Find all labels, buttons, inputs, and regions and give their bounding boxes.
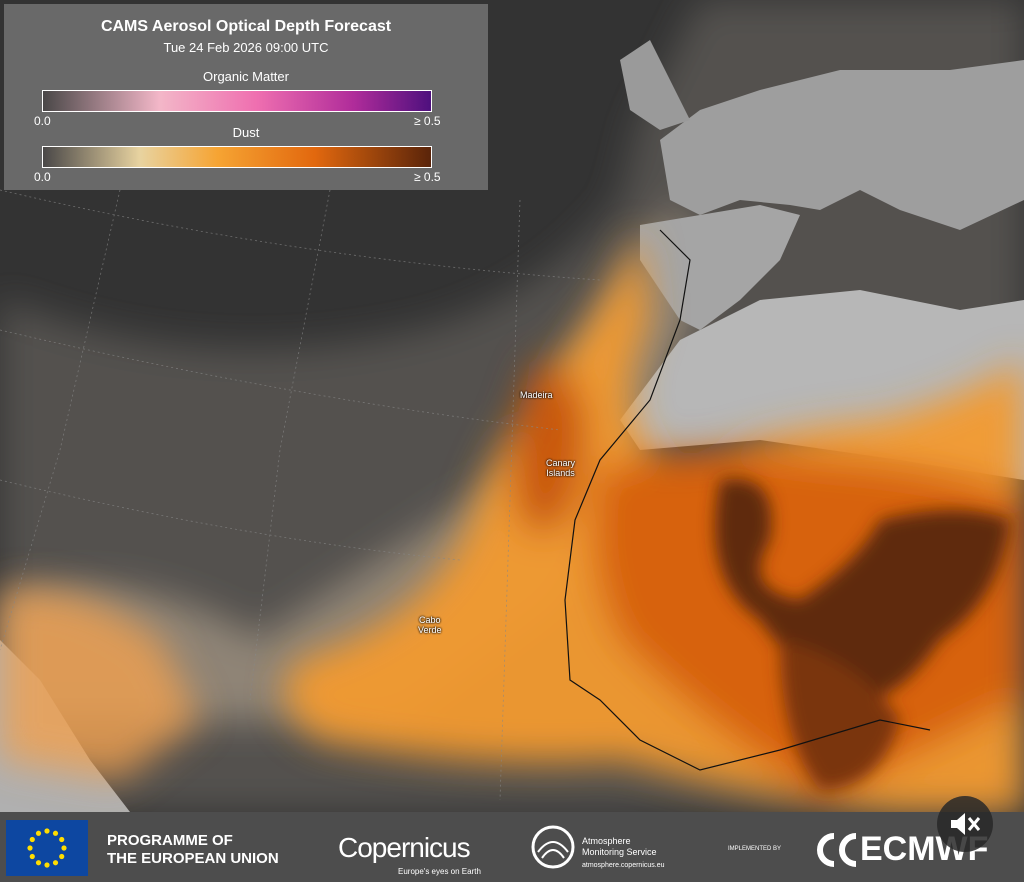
eu-star [61,845,67,851]
cams-line: Atmosphere [582,836,631,846]
legend-title: CAMS Aerosol Optical Depth Forecast [100,18,392,35]
eu-star [29,853,35,860]
map-label-line: Madeira [520,390,553,400]
map-label: Madeira [520,390,553,400]
eu-star [59,836,65,843]
cams-url: atmosphere.copernicus.eu [582,862,665,869]
legend: CAMS Aerosol Optical Depth Forecast Tue … [4,4,488,190]
eu-star [44,828,50,834]
map-label: Canary Islands [546,458,575,478]
cams-line: Monitoring Service [582,847,657,857]
graticule [0,189,601,801]
eu-star [35,830,42,836]
eu-line: THE EUROPEAN UNION [107,850,279,867]
mute-button[interactable] [937,796,993,852]
eu-star [52,830,59,836]
eu-star [35,860,42,866]
colorbar [42,90,432,112]
eu-star [52,860,59,866]
eu-star [27,845,33,851]
eu-star [59,853,65,860]
scale-min: 0.0 [34,114,51,128]
ecmwf-mark [817,833,857,867]
coastline [564,229,931,771]
implemented-by: IMPLEMENTED BY [728,846,782,852]
cams-logo [531,825,575,869]
scale-min: 0.0 [34,170,51,184]
scale-name: Dust [232,125,260,140]
eu-text: PROGRAMME OF THE EUROPEAN UNION [107,832,279,868]
colorbar [42,146,432,168]
cams-text: Atmosphere Monitoring Service [582,836,657,858]
copernicus-tagline: Europe's eyes on Earth [398,867,481,876]
eu-flag [6,820,88,876]
map-label-line: Cabo [419,615,441,625]
eu-line: PROGRAMME OF [107,832,233,849]
map-label-line: Verde [418,625,442,635]
scale-name: Organic Matter [203,69,289,84]
scale-max: ≥ 0.5 [414,170,441,184]
map-label: Cabo Verde [418,615,442,635]
mute-icon [951,813,981,835]
legend-subtitle: Tue 24 Feb 2026 09:00 UTC [163,40,329,55]
map-label-line: Canary [546,458,576,468]
copernicus-logo: Copernicus [338,832,471,863]
dust-core [715,478,1010,790]
eu-star [29,836,35,843]
eu-star [44,862,50,868]
scale-max: ≥ 0.5 [414,114,441,128]
map [0,0,1024,812]
map-label-line: Islands [546,468,575,478]
footer: PROGRAMME OF THE EUROPEAN UNION Copernic… [0,812,1024,882]
